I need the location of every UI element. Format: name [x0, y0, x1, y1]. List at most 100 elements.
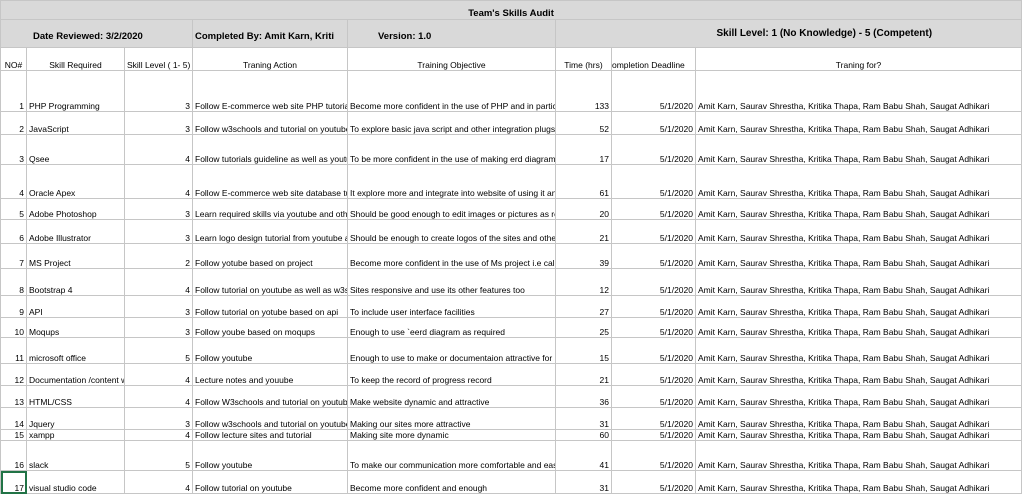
cell-skill[interactable]: Moqups: [26, 317, 125, 338]
cell-no[interactable]: 11: [0, 337, 27, 364]
cell-no[interactable]: 12: [0, 363, 27, 386]
cell-for[interactable]: Amit Karn, Saurav Shrestha, Kritika Thap…: [694, 164, 1023, 199]
cell-level[interactable]: 4: [124, 134, 193, 165]
cell-objective[interactable]: Should be enough to create logos of the …: [347, 219, 556, 244]
col-header-deadline[interactable]: ompletion Deadline: [611, 47, 696, 71]
cell-deadline[interactable]: 5/1/2020: [611, 198, 696, 220]
cell-deadline[interactable]: 5/1/2020: [611, 363, 696, 386]
cell-action[interactable]: Lecture notes and youube: [192, 363, 348, 386]
cell-level[interactable]: 3: [124, 198, 193, 220]
cell-objective[interactable]: Making our sites more attractive: [347, 407, 556, 430]
cell-action[interactable]: Follow tutorial on youtube as well as w3…: [192, 268, 348, 296]
cell-deadline[interactable]: 5/1/2020: [611, 317, 696, 338]
cell-objective[interactable]: Become more confident in the use of Ms p…: [347, 243, 556, 269]
col-header-action[interactable]: Traning Action: [192, 47, 348, 71]
cell-action[interactable]: Follow w3schools and tutorial on youtube: [192, 111, 348, 135]
cell-objective[interactable]: Sites responsive and use its other featu…: [347, 268, 556, 296]
cell-objective[interactable]: To be more confident in the use of makin…: [347, 134, 556, 165]
cell-time[interactable]: 39: [555, 243, 612, 269]
cell-level[interactable]: 3: [124, 70, 193, 112]
cell-time[interactable]: 61: [555, 164, 612, 199]
cell-skill[interactable]: Documentation /content writing: [26, 363, 125, 386]
cell-no[interactable]: 16: [0, 440, 27, 471]
cell-objective[interactable]: To explore basic java script and other i…: [347, 111, 556, 135]
cell-time[interactable]: 31: [555, 470, 612, 494]
cell-for[interactable]: Amit Karn, Saurav Shrestha, Kritika Thap…: [694, 268, 1023, 296]
cell-for[interactable]: Amit Karn, Saurav Shrestha, Kritika Thap…: [694, 219, 1023, 244]
cell-objective[interactable]: It explore more and integrate into websi…: [347, 164, 556, 199]
cell-level[interactable]: 4: [124, 164, 193, 199]
cell-no[interactable]: 9: [0, 295, 27, 318]
cell-for[interactable]: Amit Karn, Saurav Shrestha, Kritika Thap…: [694, 295, 1023, 318]
cell-skill[interactable]: Oracle Apex: [26, 164, 125, 199]
cell-action[interactable]: Learn logo design tutorial from youtube …: [192, 219, 348, 244]
version-cell[interactable]: Version: 1.0: [347, 19, 556, 48]
cell-deadline[interactable]: 5/1/2020: [611, 70, 696, 112]
cell-action[interactable]: Follow yotube based on project: [192, 243, 348, 269]
cell-skill[interactable]: microsoft office: [26, 337, 125, 364]
cell-level[interactable]: 3: [124, 111, 193, 135]
cell-objective[interactable]: Become more confident and enough: [347, 470, 556, 494]
cell-deadline[interactable]: 5/1/2020: [611, 111, 696, 135]
cell-skill[interactable]: Qsee: [26, 134, 125, 165]
cell-skill[interactable]: Adobe Photoshop: [26, 198, 125, 220]
sheet-title[interactable]: Team's Skills Audit: [0, 0, 1023, 20]
cell-level[interactable]: 3: [124, 407, 193, 430]
cell-no[interactable]: 5: [0, 198, 27, 220]
cell-skill[interactable]: HTML/CSS: [26, 385, 125, 408]
cell-no[interactable]: 6: [0, 219, 27, 244]
col-header-level[interactable]: Skill Level ( 1- 5): [124, 47, 193, 71]
cell-objective[interactable]: To include user interface facilities: [347, 295, 556, 318]
cell-objective[interactable]: Enough to use to make or documentaion at…: [347, 337, 556, 364]
cell-deadline[interactable]: 5/1/2020: [611, 440, 696, 471]
cell-time[interactable]: 21: [555, 219, 612, 244]
cell-deadline[interactable]: 5/1/2020: [611, 295, 696, 318]
col-header-for[interactable]: Traning for?: [694, 47, 1023, 71]
cell-for[interactable]: Amit Karn, Saurav Shrestha, Kritika Thap…: [694, 440, 1023, 471]
cell-level[interactable]: 4: [124, 470, 193, 494]
cell-no[interactable]: 14: [0, 407, 27, 430]
cell-skill[interactable]: visual studio code: [26, 470, 125, 494]
cell-time[interactable]: 41: [555, 440, 612, 471]
cell-deadline[interactable]: 5/1/2020: [611, 268, 696, 296]
cell-action[interactable]: Follow w3schools and tutorial on youtube: [192, 407, 348, 430]
cell-time[interactable]: 27: [555, 295, 612, 318]
cell-skill[interactable]: Adobe Illustrator: [26, 219, 125, 244]
cell-for[interactable]: Amit Karn, Saurav Shrestha, Kritika Thap…: [694, 470, 1023, 494]
cell-for[interactable]: Amit Karn, Saurav Shrestha, Kritika Thap…: [694, 429, 1023, 441]
cell-time[interactable]: 36: [555, 385, 612, 408]
cell-level[interactable]: 3: [124, 219, 193, 244]
cell-skill[interactable]: PHP Programming: [26, 70, 125, 112]
col-header-no[interactable]: NO#: [0, 47, 27, 71]
cell-action[interactable]: Follow E-commerce web site PHP tutorial …: [192, 70, 348, 112]
cell-deadline[interactable]: 5/1/2020: [611, 470, 696, 494]
cell-objective[interactable]: Should be good enough to edit images or …: [347, 198, 556, 220]
cell-deadline[interactable]: 5/1/2020: [611, 385, 696, 408]
cell-action[interactable]: Follow yoube based on moqups: [192, 317, 348, 338]
cell-deadline[interactable]: 5/1/2020: [611, 134, 696, 165]
cell-skill[interactable]: Bootstrap 4: [26, 268, 125, 296]
cell-objective[interactable]: Making site more dynamic: [347, 429, 556, 441]
cell-deadline[interactable]: 5/1/2020: [611, 164, 696, 199]
cell-objective[interactable]: To make our communication more comfortab…: [347, 440, 556, 471]
cell-deadline[interactable]: 5/1/2020: [611, 219, 696, 244]
cell-for[interactable]: Amit Karn, Saurav Shrestha, Kritika Thap…: [694, 385, 1023, 408]
cell-for[interactable]: Amit Karn, Saurav Shrestha, Kritika Thap…: [694, 70, 1023, 112]
cell-time[interactable]: 133: [555, 70, 612, 112]
cell-for[interactable]: Amit Karn, Saurav Shrestha, Kritika Thap…: [694, 243, 1023, 269]
cell-level[interactable]: 4: [124, 268, 193, 296]
col-header-objective[interactable]: Training Objective: [347, 47, 556, 71]
cell-time[interactable]: 60: [555, 429, 612, 441]
cell-level[interactable]: 5: [124, 337, 193, 364]
cell-objective[interactable]: Enough to use `eerd diagram as required: [347, 317, 556, 338]
cell-no[interactable]: 8: [0, 268, 27, 296]
cell-time[interactable]: 21: [555, 363, 612, 386]
cell-action[interactable]: Follow lecture sites and tutorial: [192, 429, 348, 441]
cell-objective[interactable]: Make website dynamic and attractive: [347, 385, 556, 408]
cell-for[interactable]: Amit Karn, Saurav Shrestha, Kritika Thap…: [694, 198, 1023, 220]
cell-action[interactable]: Follow tutorials guideline as well as yo…: [192, 134, 348, 165]
cell-level[interactable]: 2: [124, 243, 193, 269]
cell-deadline[interactable]: 5/1/2020: [611, 429, 696, 441]
cell-no[interactable]: 10: [0, 317, 27, 338]
cell-level[interactable]: 3: [124, 295, 193, 318]
